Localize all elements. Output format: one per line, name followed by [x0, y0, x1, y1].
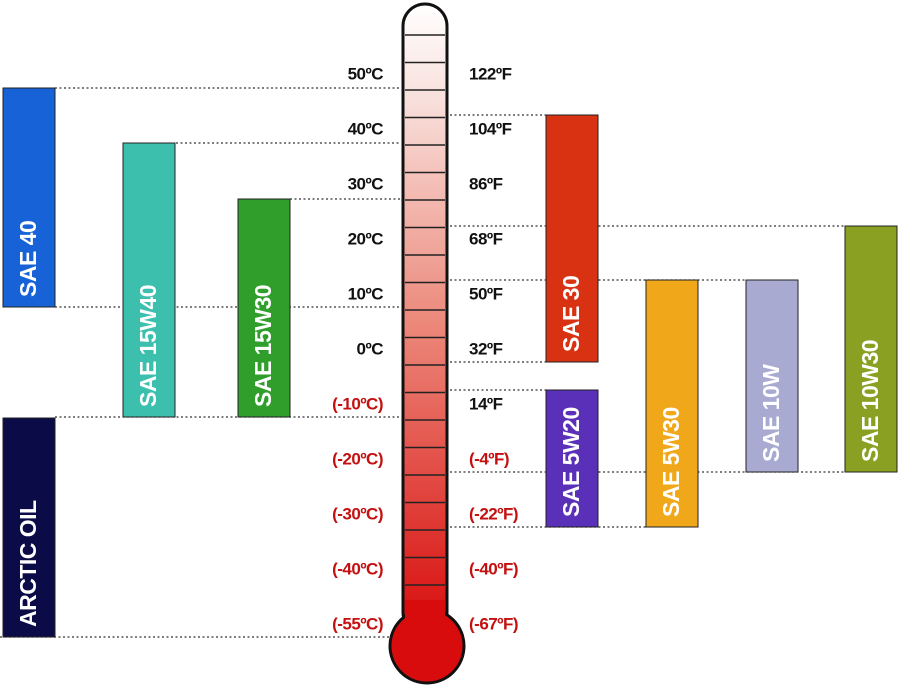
oil-label: SAE 15W40: [135, 285, 161, 407]
oil-bar: [122, 142, 176, 418]
fahrenheit-label: 50ºF: [469, 284, 503, 303]
fahrenheit-label: 86ºF: [469, 174, 503, 193]
oil-label: SAE 5W20: [558, 407, 584, 517]
fahrenheit-label: (-40ºF): [469, 559, 518, 578]
thermometer: [388, 2, 466, 685]
oil-label: SAE 10W: [758, 364, 784, 462]
fahrenheit-label: (-4ºF): [469, 449, 509, 468]
thermometer-neck: [405, 600, 445, 630]
celsius-label: 30ºC: [348, 174, 384, 193]
celsius-label: (-55ºC): [332, 614, 383, 633]
fahrenheit-label: 104ºF: [469, 119, 512, 138]
oil-bar: [545, 389, 599, 528]
oil-bar: [545, 114, 599, 363]
celsius-label: (-20ºC): [332, 449, 383, 468]
oil-label: SAE 15W30: [250, 285, 276, 407]
oil-bar: [2, 87, 56, 308]
celsius-label: (-30ºC): [332, 504, 383, 523]
oil-bar: [844, 225, 898, 473]
oil-label: ARCTIC OIL: [15, 500, 41, 627]
oil-bar: [645, 279, 699, 528]
scale-labels: 50ºC 40ºC 30ºC 20ºC 10ºC 0ºC (-10ºC) (-20ºC) (-3…: [332, 64, 518, 633]
oil-label: SAE 10W30: [857, 340, 883, 462]
thermometer-tube: [401, 2, 449, 636]
celsius-label: 0ºC: [357, 339, 384, 358]
celsius-label: 20ºC: [348, 229, 384, 248]
celsius-label: 40ºC: [348, 119, 384, 138]
fahrenheit-label: 68ºF: [469, 229, 503, 248]
oil-bars: SAE 40 SAE 15W40 SAE 15W30 ARCTIC OIL SAE 30…: [2, 87, 898, 638]
celsius-label: (-10ºC): [332, 394, 383, 413]
fahrenheit-label: (-67ºF): [469, 614, 518, 633]
oil-bar: [745, 279, 799, 473]
oil-label: SAE 40: [15, 221, 41, 297]
celsius-label: (-40ºC): [332, 559, 383, 578]
oil-bar: [2, 417, 56, 638]
fahrenheit-label: 122ºF: [469, 64, 512, 83]
oil-bar: [237, 198, 291, 418]
celsius-label: 10ºC: [348, 284, 384, 303]
fahrenheit-label: (-22ºF): [469, 504, 518, 523]
fahrenheit-label: 32ºF: [469, 339, 503, 358]
oil-label: SAE 5W30: [658, 407, 684, 517]
celsius-label: 50ºC: [348, 64, 384, 83]
oil-label: SAE 30: [558, 276, 584, 352]
fahrenheit-label: 14ºF: [469, 394, 503, 413]
